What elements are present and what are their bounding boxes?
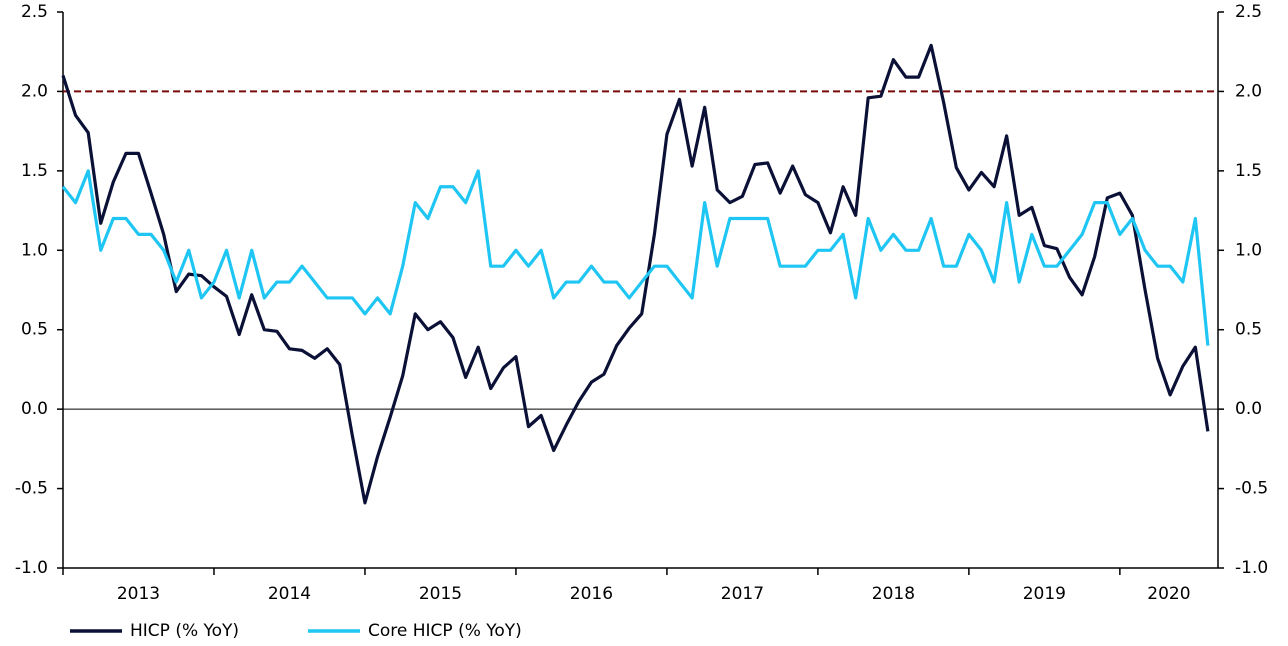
y2-tick-label: 0.5 bbox=[1235, 320, 1262, 340]
series-line bbox=[61, 169, 1210, 346]
y-tick-label: 2.0 bbox=[21, 81, 48, 101]
x-tick-label: 2017 bbox=[721, 584, 764, 604]
y-tick-label: 0.5 bbox=[21, 320, 48, 340]
y-tick-label: -1.0 bbox=[15, 558, 48, 578]
y-tick-label: -0.5 bbox=[15, 479, 48, 499]
x-tick-label: 2020 bbox=[1147, 584, 1190, 604]
y2-tick-label: 1.0 bbox=[1235, 240, 1262, 260]
series-line bbox=[61, 43, 1210, 505]
x-tick-label: 2013 bbox=[117, 584, 160, 604]
y2-tick-label: 1.5 bbox=[1235, 161, 1262, 181]
y2-tick-label: 2.5 bbox=[1235, 2, 1262, 22]
y-tick-label: 1.5 bbox=[21, 161, 48, 181]
x-tick-label: 2014 bbox=[268, 584, 311, 604]
y2-tick-label: -1.0 bbox=[1235, 558, 1268, 578]
y2-tick-label: 2.0 bbox=[1235, 81, 1262, 101]
x-tick-label: 2015 bbox=[419, 584, 462, 604]
y2-tick-label: 0.0 bbox=[1235, 399, 1262, 419]
y-tick-label: 2.5 bbox=[21, 2, 48, 22]
x-tick-label: 2016 bbox=[570, 584, 613, 604]
x-tick-label: 2019 bbox=[1023, 584, 1066, 604]
y2-tick-label: -0.5 bbox=[1235, 479, 1268, 499]
x-tick-label: 2018 bbox=[872, 584, 915, 604]
legend-label: HICP (% YoY) bbox=[130, 621, 239, 641]
legend-label: Core HICP (% YoY) bbox=[368, 621, 522, 641]
y-tick-label: 1.0 bbox=[21, 240, 48, 260]
y-tick-label: 0.0 bbox=[21, 399, 48, 419]
